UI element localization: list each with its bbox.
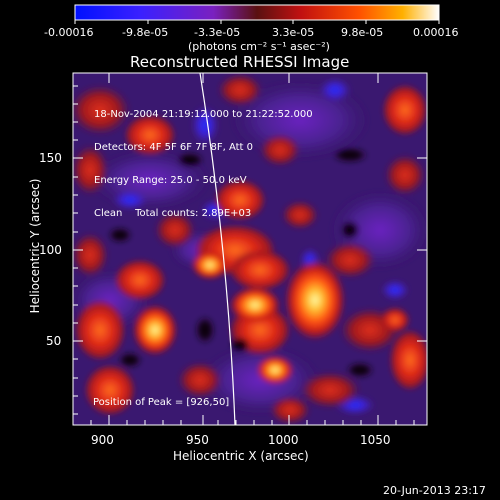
info-detectors: Detectors: 4F 5F 6F 7F 8F, Att 0	[94, 142, 254, 153]
x-tick-label: 1050	[360, 433, 391, 447]
x-axis-ticks	[90, 73, 415, 425]
colorbar-ticks	[74, 20, 440, 24]
solar-limb-line	[199, 73, 236, 425]
y-axis-ticks	[73, 85, 427, 415]
y-tick-label: 150	[39, 151, 62, 165]
plot-frame	[72, 72, 428, 426]
colorbar-tick-label: 3.3e-05	[272, 26, 315, 39]
info-time-range: 18-Nov-2004 21:19:12.000 to 21:22:52.000	[94, 109, 313, 120]
colorbar-tick-label: 0.00016	[413, 26, 459, 39]
heatmap-image	[73, 73, 427, 425]
colorbar-units-label: (photons cm⁻² s⁻¹ asec⁻²)	[188, 40, 330, 53]
colorbar-tick-label: -0.00016	[44, 26, 94, 39]
generated-timestamp: 20-Jun-2013 23:17	[383, 484, 486, 497]
y-tick-label: 50	[46, 334, 62, 348]
observation-info: 18-Nov-2004 21:19:12.000 to 21:22:52.000…	[94, 87, 313, 241]
colorbar-tick-label: -9.8e-05	[122, 26, 169, 39]
info-clean-counts: Clean Total counts: 2.89E+03	[94, 208, 252, 219]
y-axis-title: Heliocentric Y (arcsec)	[28, 178, 42, 314]
colorbar-tick-label: 9.8e-05	[341, 26, 384, 39]
x-tick-label: 1000	[268, 433, 299, 447]
x-tick-label: 900	[91, 433, 114, 447]
colorbar-gradient	[75, 5, 439, 20]
colorbar-tick-label: -3.3e-05	[194, 26, 241, 39]
peak-position-label: Position of Peak = [926,50]	[93, 397, 230, 408]
colorbar-frame	[74, 4, 440, 21]
y-tick-label: 100	[39, 243, 62, 257]
x-axis-title: Heliocentric X (arcsec)	[173, 449, 309, 463]
plot-title: Reconstructed RHESSI Image	[130, 53, 350, 71]
x-tick-label: 950	[186, 433, 209, 447]
info-energy-range: Energy Range: 25.0 - 50.0 keV	[94, 175, 247, 186]
